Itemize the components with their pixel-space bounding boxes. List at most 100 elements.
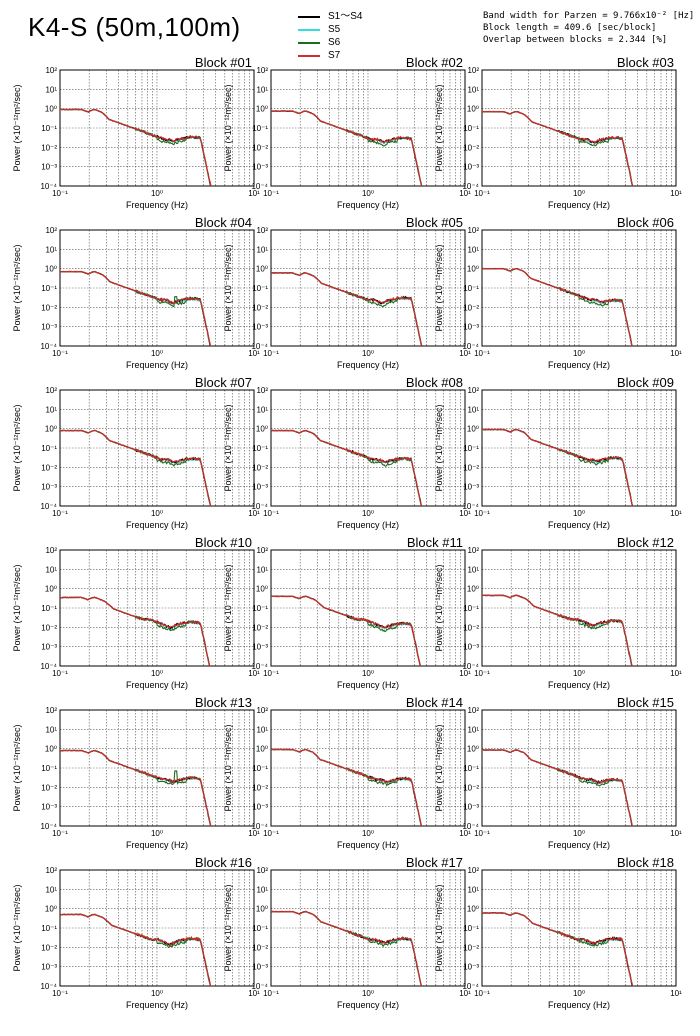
y-tick-label: 10⁻¹ bbox=[252, 764, 268, 773]
x-tick-label: 10⁰ bbox=[573, 989, 585, 998]
plot-frame bbox=[270, 869, 466, 987]
y-tick-label: 10⁻³ bbox=[463, 483, 479, 492]
x-tick-label: 10⁰ bbox=[573, 669, 585, 678]
x-axis-label: Frequency (Hz) bbox=[126, 520, 188, 530]
legend-item-s7: S7 bbox=[298, 49, 362, 62]
y-tick-label: 10¹ bbox=[45, 245, 57, 254]
series-line-s6 bbox=[482, 749, 633, 826]
series-line-s1-s4 bbox=[271, 910, 423, 986]
x-axis-label: Frequency (Hz) bbox=[337, 840, 399, 850]
y-axis-label: Power (×10⁻¹²m²/sec) bbox=[12, 884, 22, 971]
x-axis-label: Frequency (Hz) bbox=[548, 680, 610, 690]
legend-label: S7 bbox=[328, 50, 341, 61]
series-line-s5 bbox=[271, 110, 422, 186]
x-axis-label: Frequency (Hz) bbox=[126, 200, 188, 210]
x-axis-label: Frequency (Hz) bbox=[337, 1000, 399, 1010]
legend-label: S5 bbox=[328, 24, 341, 35]
y-axis-label: Power (×10⁻¹²m²/sec) bbox=[223, 244, 233, 331]
y-tick-label: 10⁻³ bbox=[463, 803, 479, 812]
legend-swatch bbox=[298, 28, 320, 31]
y-tick-label: 10¹ bbox=[467, 405, 479, 414]
series-line-s1-s4 bbox=[60, 749, 212, 826]
panel-title: Block #09 bbox=[617, 375, 674, 390]
y-axis-label: Power (×10⁻¹²m²/sec) bbox=[12, 564, 22, 651]
y-tick-label: 10⁻⁴ bbox=[40, 502, 57, 511]
x-tick-label: 10⁻¹ bbox=[474, 829, 490, 838]
y-tick-label: 10⁰ bbox=[45, 585, 57, 594]
y-tick-label: 10⁻¹ bbox=[252, 124, 268, 133]
series-line-s1-s4 bbox=[271, 272, 423, 346]
plot-frame bbox=[59, 229, 255, 347]
x-axis-label: Frequency (Hz) bbox=[548, 1000, 610, 1010]
y-tick-label: 10⁻¹ bbox=[463, 444, 479, 453]
x-axis-label: Frequency (Hz) bbox=[548, 840, 610, 850]
x-tick-label: 10⁻¹ bbox=[263, 829, 279, 838]
x-tick-label: 10⁻¹ bbox=[263, 509, 279, 518]
y-tick-label: 10² bbox=[256, 706, 268, 715]
y-tick-label: 10¹ bbox=[467, 85, 479, 94]
x-axis-label: Frequency (Hz) bbox=[126, 360, 188, 370]
y-tick-label: 10⁻² bbox=[252, 943, 268, 952]
y-tick-label: 10² bbox=[467, 386, 479, 395]
series-line-s5 bbox=[271, 429, 422, 506]
x-tick-label: 10¹ bbox=[248, 829, 260, 838]
x-tick-label: 10⁻¹ bbox=[474, 509, 490, 518]
y-tick-label: 10⁻¹ bbox=[252, 924, 268, 933]
series-line-s7 bbox=[271, 110, 423, 186]
x-axis-label: Frequency (Hz) bbox=[126, 680, 188, 690]
y-tick-label: 10⁻³ bbox=[41, 483, 57, 492]
panel-title: Block #07 bbox=[195, 375, 252, 390]
series-line-s6 bbox=[60, 913, 211, 986]
x-tick-label: 10⁻¹ bbox=[474, 669, 490, 678]
x-tick-label: 10¹ bbox=[248, 509, 260, 518]
series-line-s7 bbox=[271, 271, 423, 346]
param-block-length: Block length = 409.6 [sec/block] bbox=[483, 23, 657, 33]
series-line-s6 bbox=[271, 910, 422, 986]
x-tick-label: 10⁰ bbox=[151, 989, 163, 998]
plot-frame bbox=[59, 869, 255, 987]
chart-panel: Block #06 10⁻¹ 10⁰ 10¹ 10² 10¹ 10⁰ 10⁻¹ 10⁻² 10⁻³… bbox=[434, 215, 682, 370]
x-tick-label: 10¹ bbox=[670, 509, 682, 518]
y-tick-label: 10⁻³ bbox=[252, 483, 268, 492]
y-tick-label: 10⁻² bbox=[252, 303, 268, 312]
y-tick-label: 10¹ bbox=[256, 885, 268, 894]
plot-frame bbox=[270, 549, 466, 667]
y-axis-label: Power (×10⁻¹²m²/sec) bbox=[434, 404, 444, 491]
x-tick-label: 10⁻¹ bbox=[52, 829, 68, 838]
series-line-s7 bbox=[271, 595, 421, 666]
x-tick-label: 10⁰ bbox=[362, 509, 374, 518]
panel-title: Block #04 bbox=[195, 215, 252, 230]
y-tick-label: 10⁻⁴ bbox=[40, 182, 57, 191]
y-tick-label: 10⁻² bbox=[252, 463, 268, 472]
y-tick-label: 10¹ bbox=[45, 885, 57, 894]
y-tick-label: 10⁻³ bbox=[41, 323, 57, 332]
x-axis-label: Frequency (Hz) bbox=[337, 360, 399, 370]
y-tick-label: 10⁻⁴ bbox=[462, 342, 479, 351]
x-tick-label: 10⁰ bbox=[362, 669, 374, 678]
series-line-s7 bbox=[482, 594, 633, 666]
y-tick-label: 10⁰ bbox=[45, 265, 57, 274]
x-tick-label: 10⁻¹ bbox=[52, 989, 68, 998]
series-line-s5 bbox=[271, 748, 422, 826]
plot-frame bbox=[59, 549, 255, 667]
x-axis-label: Frequency (Hz) bbox=[126, 1000, 188, 1010]
y-tick-label: 10⁻¹ bbox=[41, 764, 57, 773]
series-line-s7 bbox=[482, 267, 633, 346]
panel-title: Block #16 bbox=[195, 855, 252, 870]
series-line-s7 bbox=[482, 110, 634, 186]
y-tick-label: 10¹ bbox=[467, 565, 479, 574]
series-line-s5 bbox=[60, 913, 211, 986]
y-tick-label: 10⁻⁴ bbox=[462, 822, 479, 831]
y-tick-label: 10⁻³ bbox=[252, 963, 268, 972]
panel-title: Block #08 bbox=[406, 375, 463, 390]
series-line-s6 bbox=[482, 267, 633, 346]
x-tick-label: 10¹ bbox=[670, 829, 682, 838]
x-tick-label: 10¹ bbox=[248, 349, 260, 358]
series-line-s5 bbox=[60, 108, 212, 186]
y-tick-label: 10⁻² bbox=[463, 143, 479, 152]
figure-title: K4-S (50m,100m) bbox=[28, 12, 241, 42]
x-tick-label: 10⁰ bbox=[151, 669, 163, 678]
y-tick-label: 10² bbox=[256, 66, 268, 75]
series-line-s5 bbox=[482, 110, 633, 186]
